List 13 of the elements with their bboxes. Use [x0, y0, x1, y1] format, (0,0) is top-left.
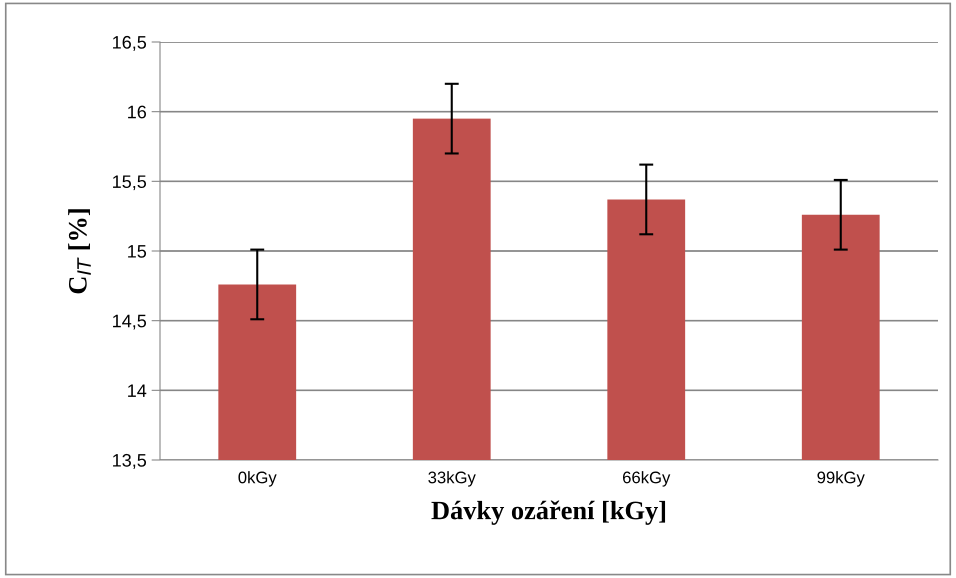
y-tick-label: 14: [128, 384, 146, 397]
x-axis-title: Dávky ozáření [kGy]: [431, 500, 666, 525]
y-tick-label: 15: [128, 245, 146, 258]
y-tick-label: 13,5: [113, 454, 146, 469]
x-tick-label: 0kGy: [238, 471, 277, 487]
x-tick-label: 66kGy: [623, 471, 670, 487]
y-tick-label: 16,5: [113, 36, 146, 51]
x-tick-label: 33kGy: [428, 471, 476, 487]
y-tick-label: 15,5: [113, 175, 146, 190]
x-tick-label: 99kGy: [817, 471, 865, 487]
y-tick-label: 14,5: [113, 314, 146, 330]
y-tick-label: 16: [128, 106, 146, 118]
y-axis-title: C$_{IT}$ [%]: [68, 209, 91, 294]
